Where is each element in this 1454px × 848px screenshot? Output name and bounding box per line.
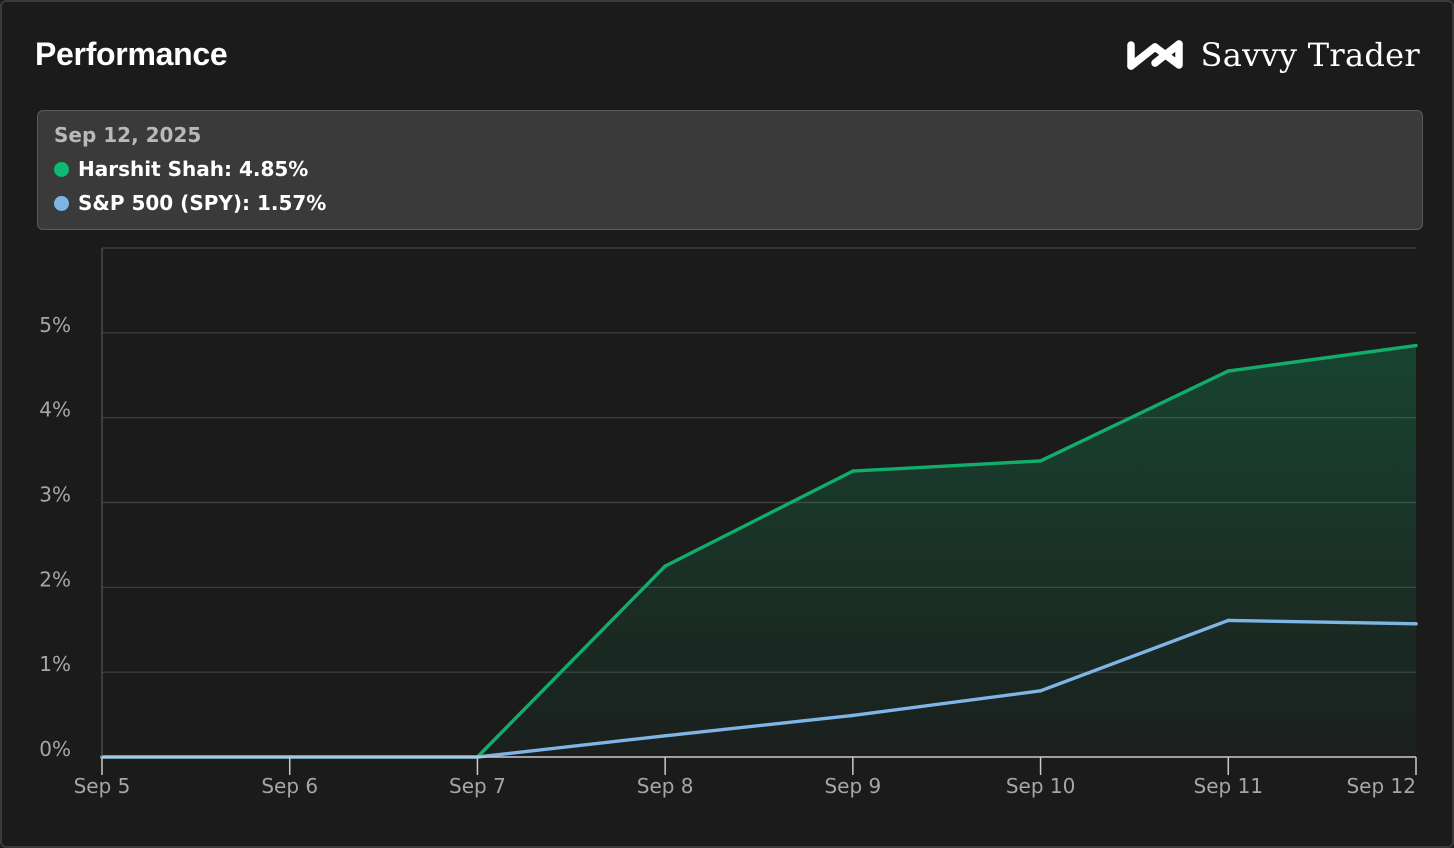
benchmark-segment <box>1038 618 1230 693</box>
infinity-logo-icon <box>1126 40 1183 70</box>
benchmark-point <box>1226 618 1230 623</box>
tooltip-row-portfolio: Harshit Shah: 4.85% <box>54 157 1406 181</box>
benchmark-point <box>1414 622 1418 626</box>
tooltip-portfolio-value: Harshit Shah: 4.85% <box>78 157 309 181</box>
portfolio-point <box>1414 343 1418 348</box>
benchmark-point <box>851 713 855 718</box>
portfolio-segment <box>475 564 667 759</box>
x-tick-label: Sep 11 <box>1194 774 1264 798</box>
y-tick-label: 3% <box>39 483 71 507</box>
y-tick-label: 4% <box>39 398 71 422</box>
x-tick-label: Sep 12 <box>1346 774 1416 798</box>
benchmark-segment <box>851 689 1043 718</box>
portfolio-dot-icon <box>54 161 69 177</box>
brand[interactable]: Savvy Trader <box>1125 32 1420 78</box>
x-tick-label: Sep 8 <box>637 774 694 798</box>
x-tick-label: Sep 7 <box>449 774 506 798</box>
y-tick-label: 0% <box>39 737 71 761</box>
portfolio-point <box>1226 369 1230 373</box>
x-tick-label: Sep 5 <box>74 774 131 798</box>
portfolio-segment <box>851 459 1043 473</box>
benchmark-segment <box>663 713 855 738</box>
portfolio-segment <box>1038 369 1230 463</box>
chart-tooltip: Sep 12, 2025 Harshit Shah: 4.85% S&P 500… <box>37 110 1423 230</box>
portfolio-point <box>851 469 855 473</box>
tooltip-benchmark-value: S&P 500 (SPY): 1.57% <box>78 191 327 215</box>
portfolio-segment <box>663 469 855 568</box>
portfolio-point <box>663 564 667 568</box>
portfolio-area <box>102 345 1416 757</box>
portfolio-segment <box>1226 343 1418 373</box>
benchmark-segment <box>475 734 667 759</box>
benchmark-point <box>1038 689 1043 693</box>
y-tick-label: 2% <box>39 567 71 591</box>
page-title: Performance <box>35 36 228 72</box>
benchmark-segment <box>1226 618 1418 626</box>
benchmark-dot-icon <box>54 195 69 211</box>
y-tick-label: 1% <box>39 652 71 676</box>
y-tick-label: 5% <box>39 313 71 337</box>
x-tick-label: Sep 10 <box>1006 774 1076 798</box>
portfolio-point <box>1038 459 1043 463</box>
tooltip-row-benchmark: S&P 500 (SPY): 1.57% <box>54 191 1406 215</box>
benchmark-point <box>663 734 667 738</box>
brand-name: Savvy Trader <box>1200 36 1420 74</box>
x-tick-label: Sep 9 <box>824 774 881 798</box>
x-tick-label: Sep 6 <box>261 774 318 798</box>
tooltip-date: Sep 12, 2025 <box>54 123 202 147</box>
